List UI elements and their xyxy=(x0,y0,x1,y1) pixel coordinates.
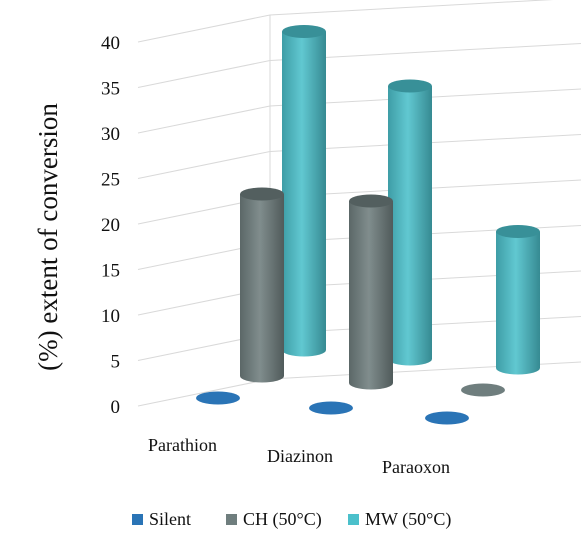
bars xyxy=(196,25,540,425)
legend-label: Silent xyxy=(149,509,191,529)
y-tick-label: 30 xyxy=(101,124,120,145)
category-label-diazinon: Diazinon xyxy=(267,446,333,466)
legend-label: MW (50°C) xyxy=(365,509,451,530)
legend-swatch xyxy=(348,514,359,525)
y-tick-label: 15 xyxy=(101,261,120,282)
bar-ch-50-c--diazinon xyxy=(349,194,393,390)
bar-mw-50-c--paraoxon xyxy=(496,225,540,375)
y-tick-label: 40 xyxy=(101,33,120,54)
gridline xyxy=(137,43,581,88)
y-axis-label: (%) extent of conversion xyxy=(33,103,63,371)
y-tick-label: 10 xyxy=(101,306,120,327)
gridline xyxy=(137,134,581,179)
legend-item: MW (50°C) xyxy=(348,509,451,530)
gridline xyxy=(137,0,554,43)
category-label-parathion: Parathion xyxy=(148,435,217,455)
bar-silent-parathion xyxy=(196,391,240,405)
legend-item: Silent xyxy=(132,509,191,529)
legend-swatch xyxy=(226,514,237,525)
legend-label: CH (50°C) xyxy=(243,509,322,530)
gridline xyxy=(137,88,581,134)
y-tick-label: 5 xyxy=(111,352,121,373)
legend-item: CH (50°C) xyxy=(226,509,322,530)
bar-ch-50-c--paraoxon xyxy=(461,383,505,397)
y-tick-label: 35 xyxy=(101,79,120,100)
legend: Silent CH (50°C) MW (50°C) xyxy=(132,509,451,530)
y-axis-ticks: 0 5 10 15 20 25 30 35 40 xyxy=(101,33,120,418)
legend-swatch xyxy=(132,514,143,525)
bar-silent-diazinon xyxy=(309,401,353,415)
y-tick-label: 0 xyxy=(111,397,121,418)
bar-mw-50-c--parathion xyxy=(282,25,326,357)
bar-ch-50-c--parathion xyxy=(240,187,284,383)
category-label-paraoxon: Paraoxon xyxy=(382,457,450,477)
category-labels: Parathion Diazinon Paraoxon xyxy=(148,435,450,477)
bar-mw-50-c--diazinon xyxy=(388,79,432,366)
y-tick-label: 25 xyxy=(101,170,120,191)
bar-silent-paraoxon xyxy=(425,411,469,425)
y-tick-label: 20 xyxy=(101,215,120,236)
